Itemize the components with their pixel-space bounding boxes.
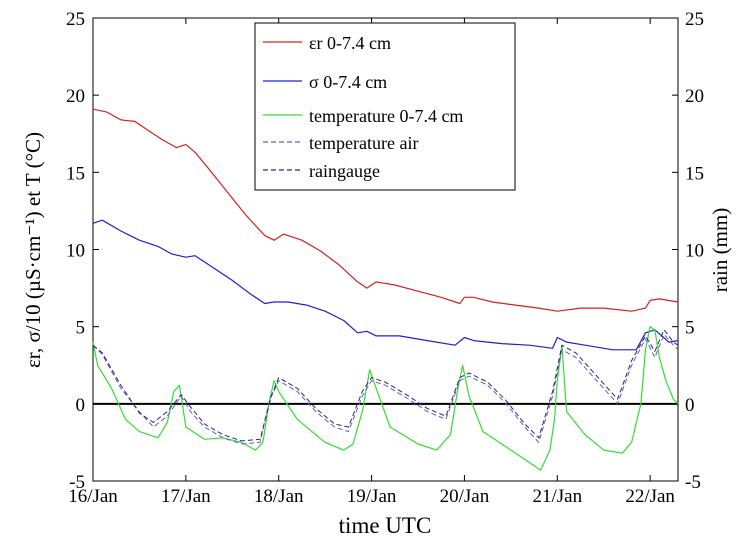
- y-axis-label-left: εr, σ/10 (µS·cm⁻¹) et T (°C): [21, 132, 45, 368]
- y-tick-label-right: -5: [685, 472, 701, 493]
- y-axis-right: -5 0 5 10 15 20 25: [672, 9, 704, 493]
- series-line-er: [92, 108, 679, 312]
- legend-label-er: εr 0-7.4 cm: [309, 33, 391, 53]
- x-tick-label: 19/Jan: [347, 486, 397, 507]
- series-line-rain: [92, 329, 679, 442]
- legend-label-temp_air: temperature air: [309, 133, 418, 153]
- y-tick-label-right: 25: [685, 9, 704, 30]
- y-tick-label-right: 15: [685, 163, 704, 184]
- x-tick-label: 20/Jan: [440, 486, 490, 507]
- series-line-temp_air: [92, 333, 679, 445]
- x-tick-label: 16/Jan: [68, 486, 118, 507]
- y-axis-label-right: rain (mm): [708, 208, 732, 293]
- y-tick-label-right: 10: [685, 241, 704, 262]
- y-tick-label-right: 20: [685, 86, 704, 107]
- y-tick-label-left: 25: [66, 9, 85, 30]
- y-axis-left: -5 0 5 10 15 20 25: [66, 9, 99, 493]
- y-tick-label-right: 0: [685, 395, 695, 416]
- legend-box: [254, 22, 516, 191]
- x-tick-label: 22/Jan: [625, 486, 675, 507]
- y-tick-label-left: 10: [66, 241, 85, 262]
- y-tick-label-left: 20: [66, 86, 85, 107]
- legend-label-temp_soil: temperature 0-7.4 cm: [309, 106, 463, 126]
- x-axis: 16/Jan 17/Jan 18/Jan 19/Jan 20/Jan 21/Jan 22/J…: [68, 18, 675, 507]
- x-tick-label: 17/Jan: [161, 486, 211, 507]
- legend: εr 0-7.4 cm σ 0-7.4 cm temperature 0-7.4 c…: [254, 22, 516, 191]
- series-line-temp_soil: [92, 326, 679, 471]
- legend-label-sigma: σ 0-7.4 cm: [309, 72, 387, 92]
- x-tick-label: 18/Jan: [254, 486, 304, 507]
- x-axis-label: time UTC: [339, 513, 432, 538]
- y-tick-label-left: -5: [69, 472, 85, 493]
- y-tick-label-left: 5: [76, 318, 86, 339]
- y-tick-label-left: 15: [66, 163, 85, 184]
- series-layer: [92, 108, 679, 471]
- y-tick-label-right: 5: [685, 318, 695, 339]
- legend-label-rain: raingauge: [309, 161, 380, 181]
- y-tick-label-left: 0: [76, 395, 86, 416]
- series-line-sigma: [92, 219, 679, 351]
- x-tick-label: 21/Jan: [532, 486, 582, 507]
